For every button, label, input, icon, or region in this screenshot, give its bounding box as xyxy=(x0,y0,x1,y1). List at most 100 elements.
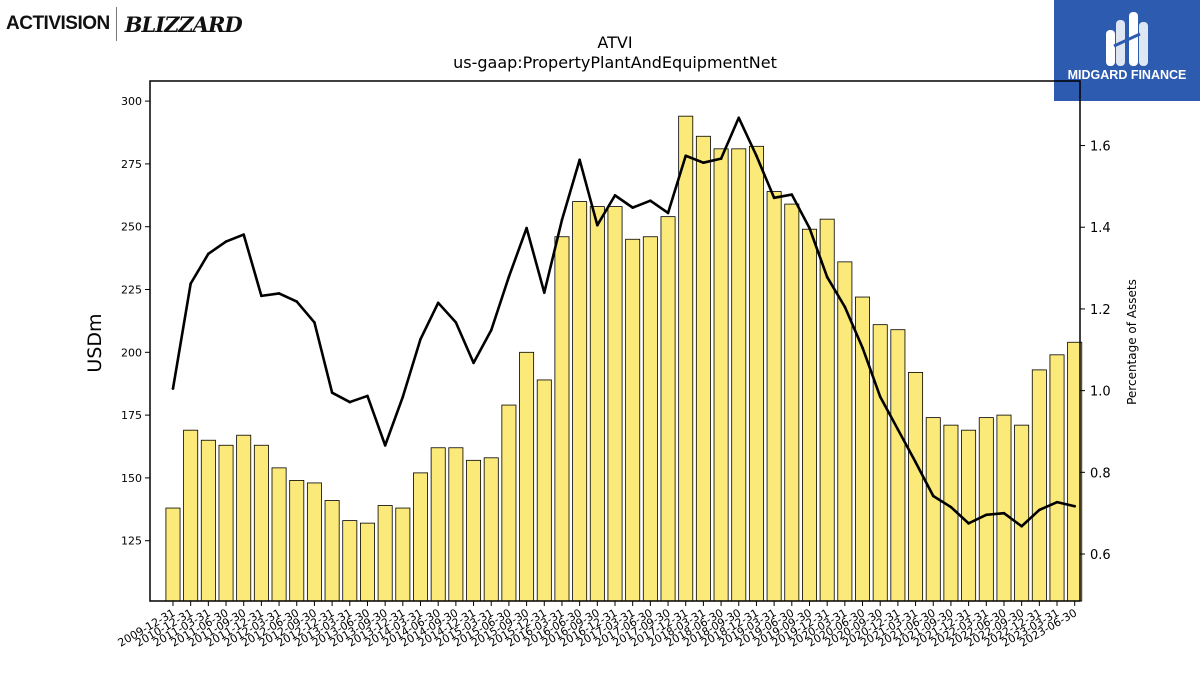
y-axis-right: 0.6 0.8 1.0 1.2 1.4 1.6 xyxy=(1080,140,1111,563)
line-point-2018-09-30 xyxy=(737,116,741,120)
y-tick-label-right: 1.6 xyxy=(1090,140,1111,155)
line-point-2023-06-30 xyxy=(1073,504,1076,508)
line-point-2016-03-31 xyxy=(560,218,564,222)
y-tick-label-left: 300 xyxy=(121,95,142,108)
line-point-2021-09-30 xyxy=(949,505,953,509)
line-point-2009-12-31 xyxy=(171,387,175,390)
bar-2017-09-30 xyxy=(660,216,676,602)
y-tick-label-left: 250 xyxy=(121,221,142,234)
bar-2019-06-30 xyxy=(784,203,800,602)
line-series xyxy=(171,116,1076,528)
bar-2013-03-31 xyxy=(342,520,358,602)
midgard-finance-logo: MIDGARD FINANCE xyxy=(1054,0,1200,101)
y-tick-label-left: 175 xyxy=(121,409,142,422)
line-point-2015-09-30 xyxy=(525,226,528,230)
line-point-2021-06-30 xyxy=(931,494,935,498)
line-point-2013-09-30 xyxy=(383,444,387,447)
line-point-2015-03-31 xyxy=(489,328,493,332)
line-point-2022-12-31 xyxy=(1038,508,1041,512)
line-point-2011-12-31 xyxy=(260,294,263,298)
line-point-2019-12-31 xyxy=(825,275,829,279)
line-point-2011-06-30 xyxy=(224,240,228,243)
line-point-2012-12-31 xyxy=(330,391,334,394)
bar-2011-12-31 xyxy=(253,444,269,602)
bar-2014-06-30 xyxy=(430,447,446,602)
bar-2015-06-30 xyxy=(501,404,517,602)
y-tick-label-right: 1.2 xyxy=(1090,303,1111,318)
logo-divider xyxy=(115,7,117,41)
line-point-2018-06-30 xyxy=(719,157,723,160)
bar-2012-03-31 xyxy=(271,467,287,602)
bar-2013-12-31 xyxy=(395,507,411,602)
bar-2013-09-30 xyxy=(377,505,393,602)
bar-2009-12-31 xyxy=(165,507,181,602)
y-tick-label-left: 225 xyxy=(121,284,142,297)
bar-2019-03-31 xyxy=(766,191,782,602)
line-point-2017-06-30 xyxy=(649,199,652,202)
midgard-finance-wordmark: MIDGARD FINANCE xyxy=(1067,68,1187,82)
bar-2018-03-31 xyxy=(695,135,711,602)
bar-2011-06-30 xyxy=(218,444,234,602)
line-point-2020-09-30 xyxy=(878,395,882,399)
bar-2018-12-31 xyxy=(748,145,764,602)
activision-wordmark: ACTIVISION xyxy=(6,13,110,34)
bar-2014-03-31 xyxy=(413,472,428,602)
bar-2014-09-30 xyxy=(448,447,464,602)
bar-2015-12-31 xyxy=(536,379,552,602)
bar-2020-03-31 xyxy=(837,261,853,602)
bar-2012-09-30 xyxy=(306,482,322,602)
line-point-2014-12-31 xyxy=(472,361,475,365)
bar-2021-03-31 xyxy=(908,371,924,602)
line-point-2015-06-30 xyxy=(507,275,511,278)
line-point-2023-03-31 xyxy=(1055,500,1059,504)
y-axis-label-right: Percentage of Assets xyxy=(1125,279,1139,405)
line-point-2022-03-31 xyxy=(984,513,988,517)
line-point-2012-09-30 xyxy=(313,321,316,324)
line-point-2018-12-31 xyxy=(755,154,758,158)
line-point-2013-03-31 xyxy=(348,400,352,404)
line-point-2013-06-30 xyxy=(366,394,369,398)
line-point-2014-03-31 xyxy=(419,337,422,341)
line-point-2018-03-31 xyxy=(702,161,705,164)
y-tick-label-left: 150 xyxy=(121,472,142,485)
percentage-of-assets-line xyxy=(171,116,1075,528)
bar-2022-06-30 xyxy=(996,414,1012,602)
bar-2017-12-31 xyxy=(678,115,694,602)
line-point-2014-09-30 xyxy=(454,321,458,324)
line-point-2021-03-31 xyxy=(914,460,917,464)
bar-2016-09-30 xyxy=(589,206,605,602)
bar-2017-06-30 xyxy=(642,236,658,602)
line-point-2014-06-30 xyxy=(436,301,440,305)
y-axis-label-left: USDm xyxy=(84,313,106,372)
line-point-2020-03-31 xyxy=(843,305,847,309)
bar-2016-12-31 xyxy=(607,206,623,602)
line-point-2015-12-31 xyxy=(542,291,546,294)
bar-2022-12-31 xyxy=(1031,369,1047,602)
bar-2020-12-31 xyxy=(890,329,906,602)
bar-2021-06-30 xyxy=(925,417,941,602)
line-point-2013-12-31 xyxy=(401,395,405,399)
bar-2014-12-31 xyxy=(466,459,482,602)
line-point-2010-12-31 xyxy=(189,282,192,285)
line-point-2021-12-31 xyxy=(967,522,970,525)
chart-subtitle: us-gaap:PropertyPlantAndEquipmentNet xyxy=(453,53,777,72)
line-point-2020-12-31 xyxy=(896,428,900,431)
bar-2017-03-31 xyxy=(625,238,641,602)
line-point-2011-09-30 xyxy=(242,233,246,236)
line-point-2011-03-31 xyxy=(207,252,210,256)
y-axis-left: 125 150 175 200 225 250 275 300 xyxy=(121,95,150,548)
line-point-2022-06-30 xyxy=(1002,511,1006,515)
bar-2011-09-30 xyxy=(236,434,252,602)
bar-2020-06-30 xyxy=(855,296,871,602)
line-point-2020-06-30 xyxy=(861,346,864,350)
bar-2013-06-30 xyxy=(359,522,375,602)
y-tick-label-right: 0.6 xyxy=(1090,548,1111,563)
bar-2015-09-30 xyxy=(519,351,535,602)
y-tick-label-left: 275 xyxy=(121,158,142,171)
y-tick-label-right: 1.0 xyxy=(1090,385,1111,400)
line-point-2017-09-30 xyxy=(666,211,670,215)
line-point-2019-09-30 xyxy=(808,226,811,230)
bar-2011-03-31 xyxy=(200,439,216,602)
bar-2015-03-31 xyxy=(483,457,499,602)
